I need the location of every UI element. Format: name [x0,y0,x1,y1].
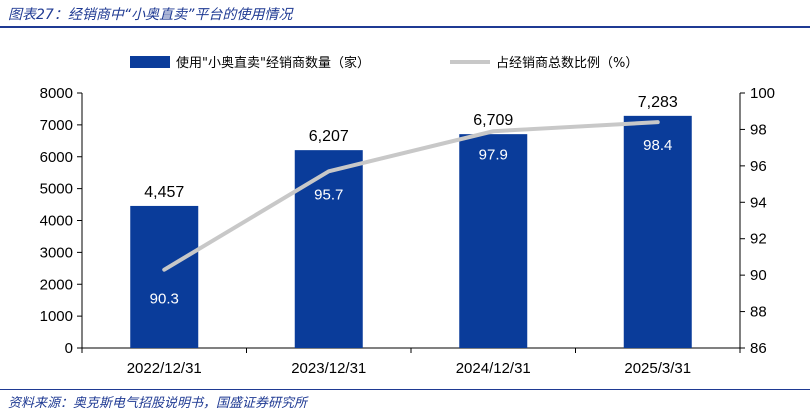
combo-chart: 使用"小奥直卖"经销商数量（家） 占经销商总数比例（%） 0 1000 2000 30… [40,55,775,377]
left-tick-label: 1000 [40,308,73,325]
left-tick-label: 7000 [40,117,73,134]
bar [130,205,199,348]
right-tick-label: 98 [750,121,767,138]
legend-bar-swatch [130,56,170,68]
left-tick-label: 3000 [40,244,73,261]
left-tick-label: 4000 [40,213,73,230]
bar [459,134,528,348]
right-tick-label: 88 [750,304,767,321]
data-labels: 4,457 6,207 6,709 7,283 90.3 95.7 97.9 98.4 [144,94,678,308]
x-tick-label: 2024/12/31 [456,360,531,377]
legend-bar-label: 使用"小奥直卖"经销商数量（家） [176,55,370,71]
left-tick-label: 6000 [40,149,73,166]
bar-value-label: 6,709 [473,112,513,129]
chart-title: 图表27：经销商中“小奥直卖”平台的使用情况 [8,7,293,23]
left-tick-label: 2000 [40,276,73,293]
left-tick-label: 8000 [40,85,73,102]
bar-value-label: 4,457 [144,184,184,201]
bar-value-label: 6,207 [309,128,349,145]
right-tick-label: 90 [750,267,767,284]
bar [294,150,363,348]
ratio-line [162,120,660,272]
title-divider [0,26,810,28]
right-tick-label: 92 [750,231,767,248]
ratio-value-label: 90.3 [150,291,179,308]
legend: 使用"小奥直卖"经销商数量（家） 占经销商总数比例（%） [130,55,638,71]
right-tick-label: 86 [750,340,767,357]
right-tick-label: 96 [750,158,767,175]
bar-value-label: 7,283 [638,94,678,111]
legend-line-label: 占经销商总数比例（%） [496,56,638,71]
ratio-polyline [162,120,660,272]
left-tick-label: 0 [65,340,73,357]
right-tick-label: 94 [750,194,767,211]
left-tick-label: 5000 [40,181,73,198]
x-tick-label: 2022/12/31 [127,360,202,377]
ratio-value-label: 98.4 [643,137,672,154]
source-divider [0,389,810,390]
x-tick-label: 2025/3/31 [624,360,691,377]
source-note: 资料来源：奥克斯电气招股说明书，国盛证券研究所 [8,396,308,411]
right-tick-label: 100 [750,85,775,102]
x-tick-label: 2023/12/31 [291,360,366,377]
ratio-value-label: 97.9 [479,146,508,163]
ratio-value-label: 95.7 [314,186,343,203]
bar [623,115,692,349]
